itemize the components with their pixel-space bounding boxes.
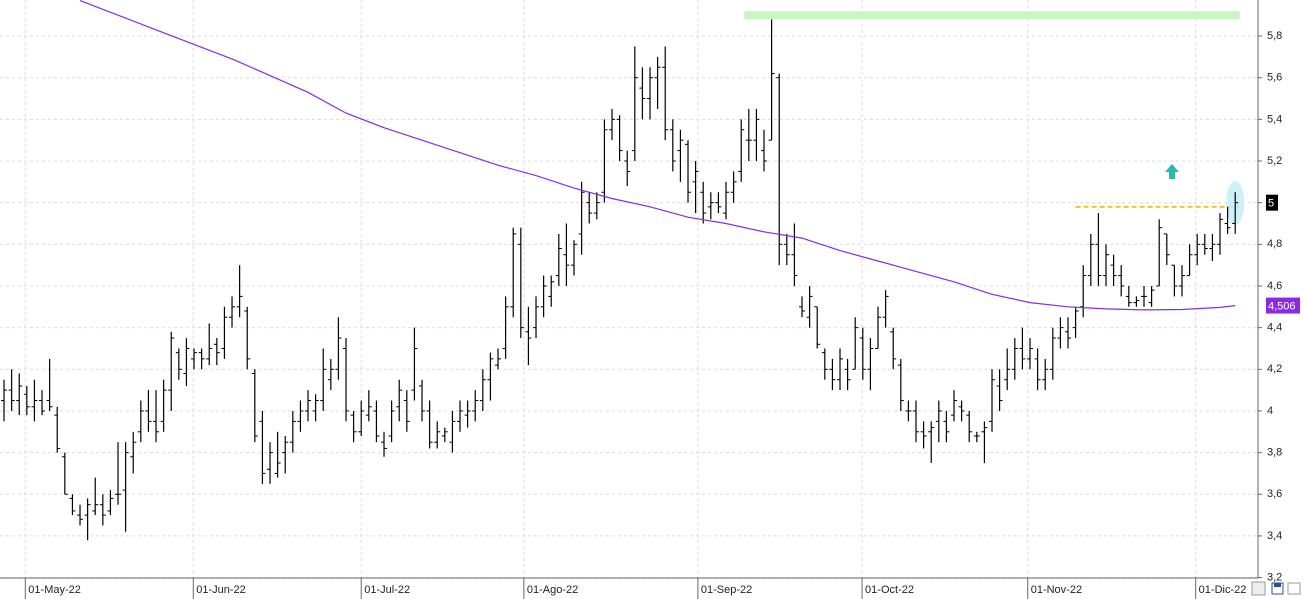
- price-tag: [1266, 194, 1278, 211]
- y-tick-label: 4,4: [1267, 322, 1282, 334]
- up-arrow: [1165, 164, 1179, 179]
- x-tick-label: 01-Nov-22: [1031, 584, 1082, 596]
- price-tag-label: 5: [1268, 198, 1274, 210]
- y-tick-label: 3,2: [1267, 571, 1282, 583]
- x-tick-label: 01-May-22: [28, 584, 81, 596]
- price-tag: [1266, 297, 1300, 314]
- zoom-icon[interactable]: [1251, 581, 1266, 596]
- toolbar: [1251, 581, 1301, 596]
- x-tick-label: 01-Dic-22: [1199, 584, 1247, 596]
- export-icon[interactable]: [1287, 582, 1301, 595]
- y-tick-label: 3,4: [1267, 530, 1282, 542]
- y-tick-label: 5,4: [1267, 113, 1282, 125]
- x-tick-label: 01-Ago-22: [527, 584, 578, 596]
- x-tick-label: 01-Jul-22: [364, 584, 410, 596]
- grid: [0, 0, 1258, 579]
- x-tick-label: 01-Jun-22: [196, 584, 246, 596]
- y-tick-label: 4: [1267, 405, 1273, 417]
- y-tick-label: 3,8: [1267, 447, 1282, 459]
- y-tick-label: 5,6: [1267, 72, 1282, 84]
- y-tick-label: 4,2: [1267, 363, 1282, 375]
- y-tick-label: 4,6: [1267, 280, 1282, 292]
- resistance-band: [744, 11, 1240, 20]
- x-tick-label: 01-Oct-22: [865, 584, 914, 596]
- moving-average: [79, 0, 1236, 311]
- y-tick-label: 5,2: [1267, 155, 1282, 167]
- y-tick-label: 3,6: [1267, 488, 1282, 500]
- save-icon-part: [1274, 583, 1281, 587]
- x-tick-label: 01-Sep-22: [701, 584, 752, 596]
- y-tick-label: 4,8: [1267, 238, 1282, 250]
- price-tag-label: 4,506: [1268, 300, 1296, 312]
- y-tick-label: 5,8: [1267, 30, 1282, 42]
